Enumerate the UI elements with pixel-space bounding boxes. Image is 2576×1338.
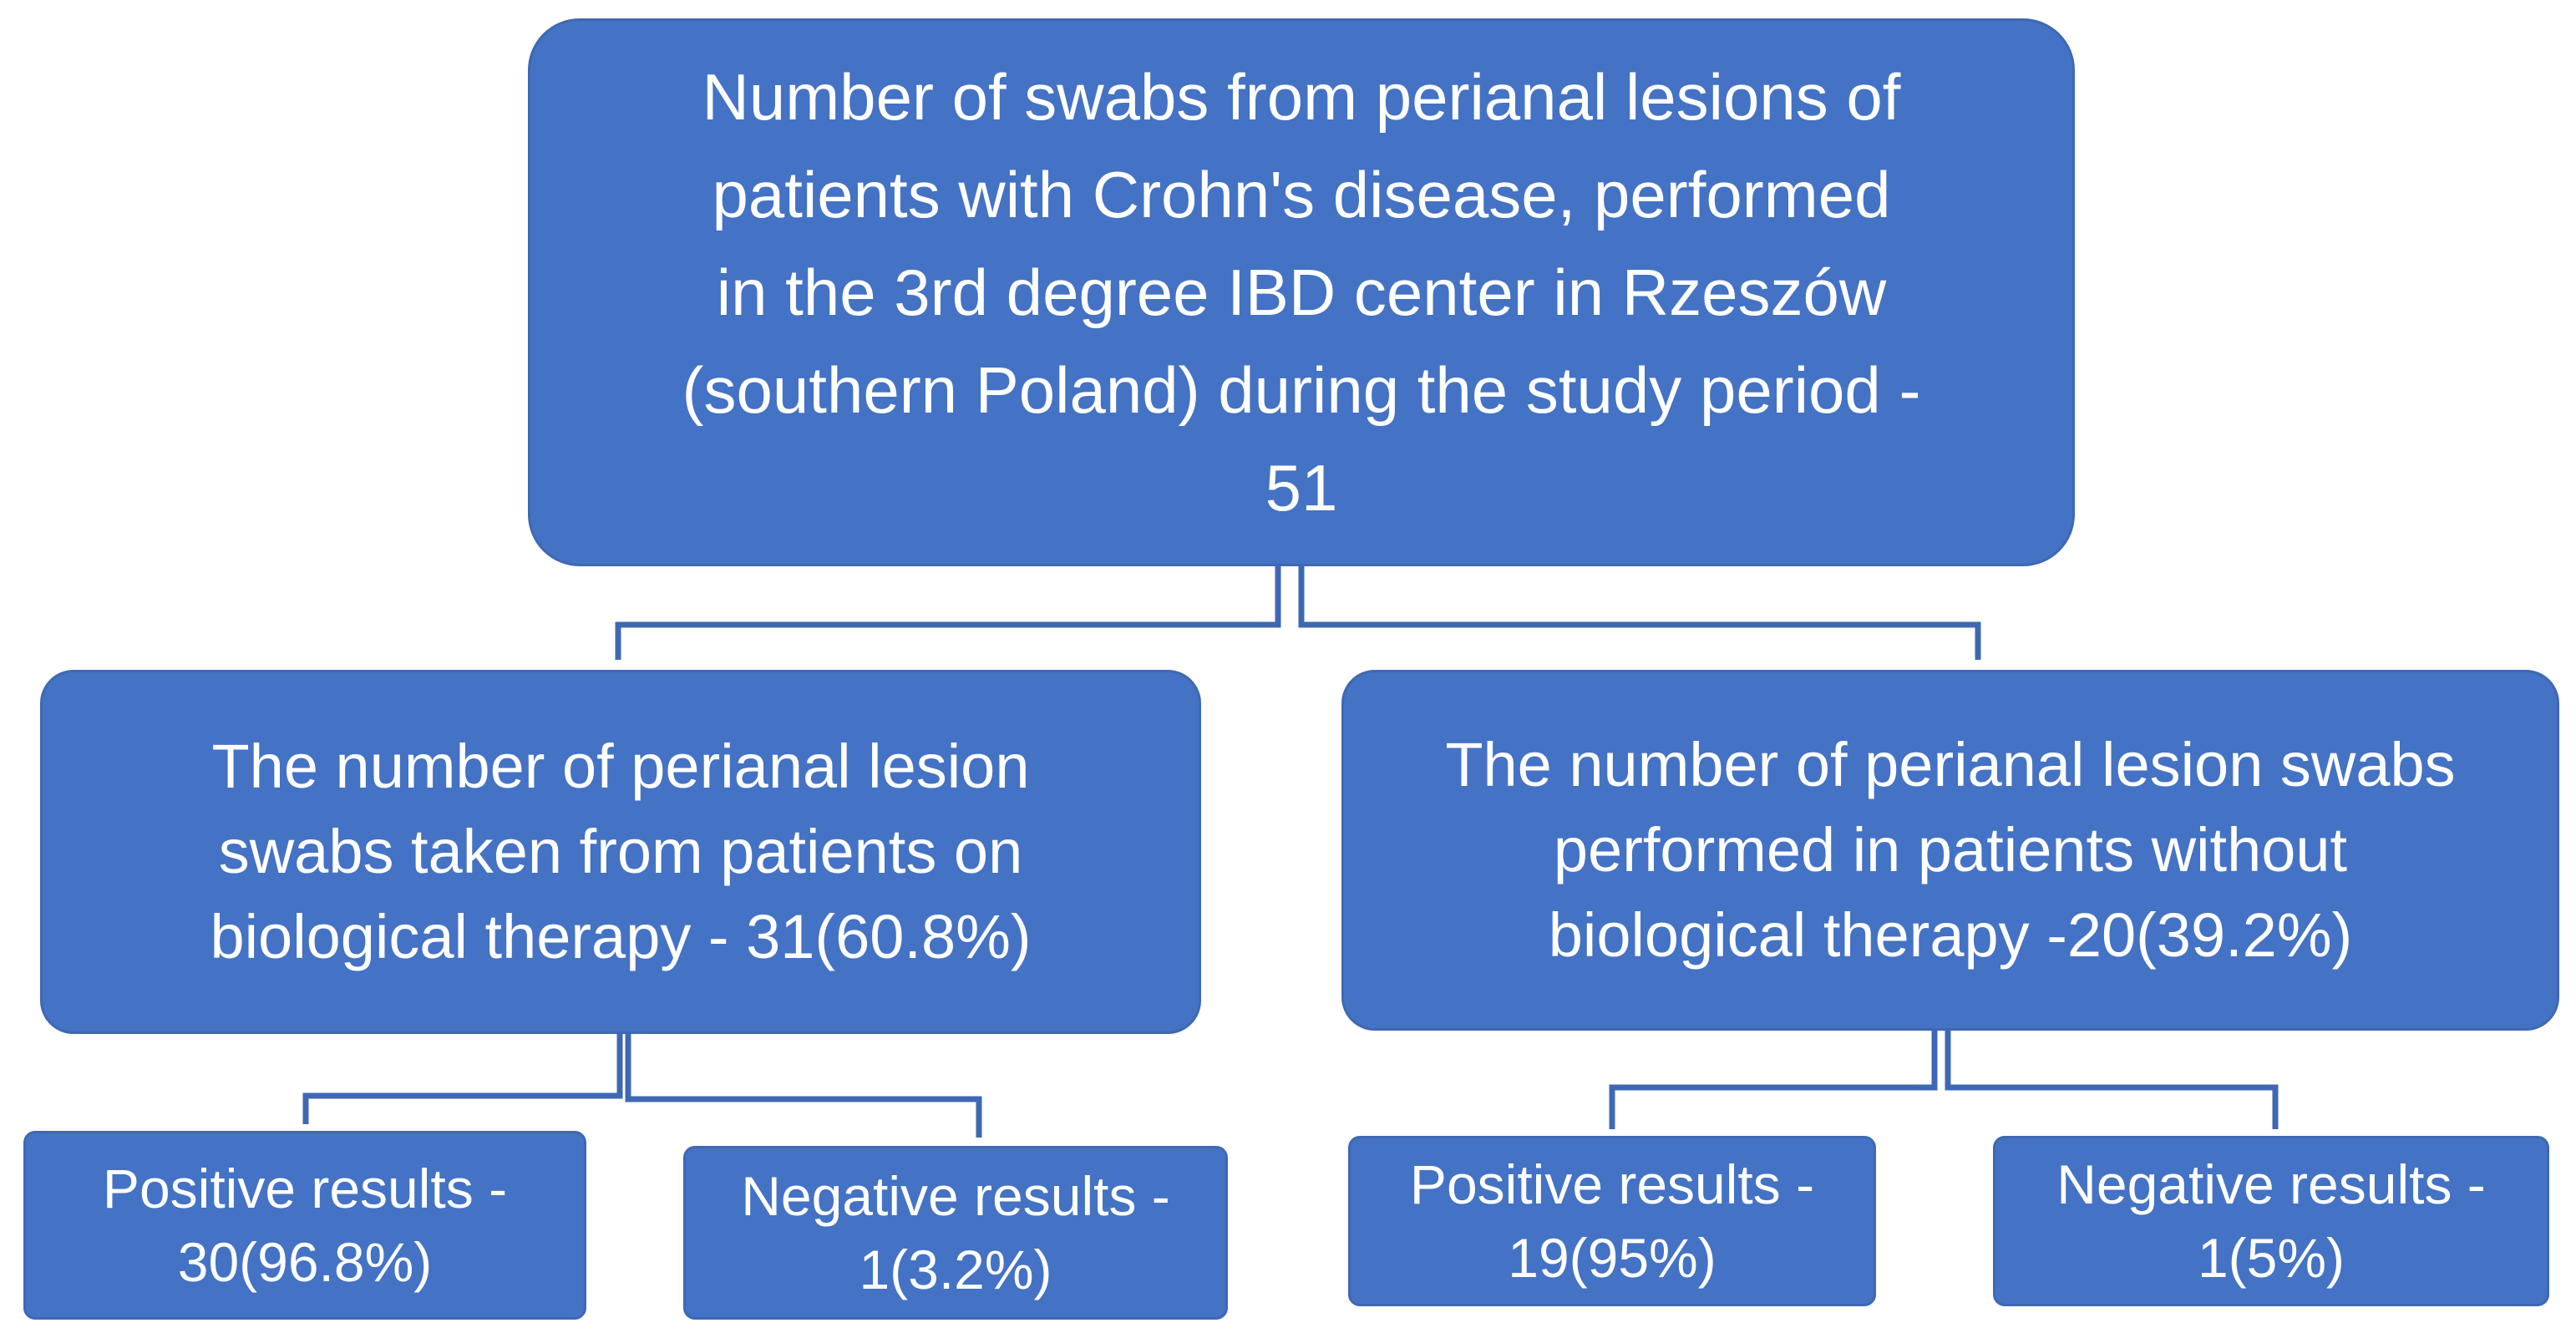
leaf-node-nonbiological-negative: Negative results - 1(5%) — [1993, 1136, 2549, 1306]
connector-root-to-left-branch — [615, 566, 1281, 660]
branch-node-biological-therapy: The number of perianal lesion swabs take… — [40, 670, 1201, 1034]
connector-root-to-right-branch — [1298, 566, 1981, 660]
root-node: Number of swabs from perianal lesions of… — [528, 18, 2075, 566]
root-node-label: Number of swabs from perianal lesions of… — [682, 59, 1921, 525]
connector-right-branch-to-negative — [1945, 1031, 2279, 1129]
connector-left-branch-to-positive — [302, 1034, 623, 1124]
leaf-node-label: Negative results - 1(3.2%) — [741, 1165, 1170, 1300]
connector-left-branch-to-negative — [625, 1034, 982, 1138]
connector-right-branch-to-positive — [1609, 1031, 1938, 1129]
leaf-node-label: Positive results - 30(96.8%) — [102, 1158, 508, 1293]
branch-node-without-biological-therapy: The number of perianal lesion swabs perf… — [1341, 670, 2559, 1031]
leaf-node-biological-negative: Negative results - 1(3.2%) — [683, 1146, 1228, 1320]
leaf-node-label: Negative results - 1(5%) — [2056, 1153, 2486, 1289]
branch-node-label: The number of perianal lesion swabs perf… — [1445, 730, 2456, 970]
leaf-node-biological-positive: Positive results - 30(96.8%) — [23, 1131, 586, 1320]
leaf-node-nonbiological-positive: Positive results - 19(95%) — [1348, 1136, 1876, 1306]
leaf-node-label: Positive results - 19(95%) — [1409, 1153, 1815, 1289]
branch-node-label: The number of perianal lesion swabs take… — [210, 732, 1032, 971]
